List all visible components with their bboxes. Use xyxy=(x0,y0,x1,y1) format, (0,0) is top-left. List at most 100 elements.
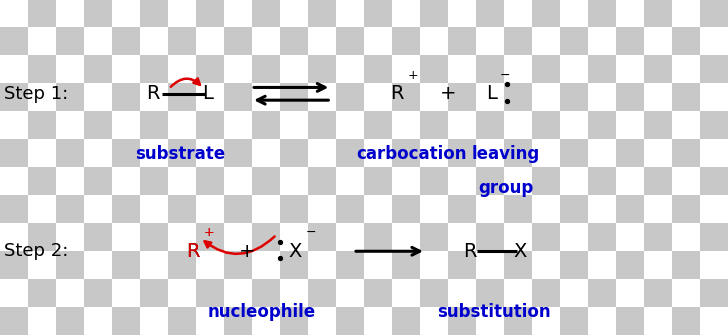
Bar xyxy=(560,55,588,83)
Bar xyxy=(280,83,308,111)
Bar xyxy=(644,27,672,55)
Bar xyxy=(336,139,364,167)
Bar xyxy=(504,83,532,111)
Bar xyxy=(280,0,308,27)
Bar xyxy=(308,111,336,139)
Bar xyxy=(560,139,588,167)
Bar xyxy=(588,167,616,195)
Bar xyxy=(0,223,28,251)
Bar xyxy=(644,83,672,111)
Bar xyxy=(308,0,336,27)
Bar xyxy=(672,307,700,335)
Bar xyxy=(504,0,532,27)
Bar xyxy=(336,251,364,279)
Bar xyxy=(84,83,112,111)
Bar xyxy=(588,139,616,167)
Bar xyxy=(140,251,168,279)
Bar xyxy=(672,83,700,111)
Bar xyxy=(364,307,392,335)
Bar xyxy=(700,307,728,335)
Bar xyxy=(420,307,448,335)
Bar xyxy=(644,251,672,279)
Bar xyxy=(0,83,28,111)
Bar xyxy=(56,167,84,195)
Bar xyxy=(448,139,476,167)
Bar xyxy=(560,111,588,139)
Bar xyxy=(252,139,280,167)
Bar xyxy=(140,139,168,167)
Bar xyxy=(448,167,476,195)
Text: +: + xyxy=(408,69,418,82)
Bar xyxy=(224,0,252,27)
Text: Step 1:: Step 1: xyxy=(4,85,68,103)
Bar xyxy=(420,251,448,279)
Bar xyxy=(616,139,644,167)
Text: −: − xyxy=(306,226,316,239)
Bar xyxy=(588,279,616,307)
Bar xyxy=(532,27,560,55)
Bar xyxy=(364,27,392,55)
Bar xyxy=(56,195,84,223)
Bar xyxy=(392,111,420,139)
Bar xyxy=(28,223,56,251)
Bar xyxy=(308,83,336,111)
Bar xyxy=(644,55,672,83)
Bar xyxy=(224,167,252,195)
Bar xyxy=(364,83,392,111)
Bar xyxy=(364,55,392,83)
Bar xyxy=(420,0,448,27)
Bar xyxy=(308,55,336,83)
Bar xyxy=(448,27,476,55)
Bar xyxy=(280,111,308,139)
Bar xyxy=(420,195,448,223)
Bar xyxy=(252,0,280,27)
Text: group: group xyxy=(478,179,534,197)
Text: X: X xyxy=(514,242,527,261)
Bar xyxy=(504,111,532,139)
Bar xyxy=(364,223,392,251)
Bar xyxy=(504,251,532,279)
Bar xyxy=(224,27,252,55)
Bar xyxy=(448,279,476,307)
Bar xyxy=(616,167,644,195)
Bar xyxy=(672,55,700,83)
Bar xyxy=(140,111,168,139)
Bar xyxy=(112,279,140,307)
Bar xyxy=(168,167,196,195)
Bar xyxy=(616,251,644,279)
Bar xyxy=(112,0,140,27)
Bar xyxy=(224,83,252,111)
Bar xyxy=(644,307,672,335)
Bar xyxy=(196,195,224,223)
Bar xyxy=(168,279,196,307)
Bar xyxy=(112,55,140,83)
Bar xyxy=(644,0,672,27)
Bar xyxy=(280,251,308,279)
Bar xyxy=(392,307,420,335)
Bar xyxy=(56,0,84,27)
Bar xyxy=(532,55,560,83)
Bar xyxy=(196,27,224,55)
Bar xyxy=(504,223,532,251)
Bar xyxy=(364,195,392,223)
Bar xyxy=(280,27,308,55)
Bar xyxy=(224,251,252,279)
Bar xyxy=(280,279,308,307)
FancyArrowPatch shape xyxy=(205,237,274,254)
Bar xyxy=(28,27,56,55)
Bar xyxy=(364,111,392,139)
Bar xyxy=(140,83,168,111)
Bar xyxy=(56,251,84,279)
Bar xyxy=(392,167,420,195)
Bar xyxy=(644,167,672,195)
Bar xyxy=(336,307,364,335)
Bar xyxy=(308,195,336,223)
Bar xyxy=(700,0,728,27)
Bar xyxy=(168,307,196,335)
Bar xyxy=(28,139,56,167)
Bar xyxy=(392,139,420,167)
Bar xyxy=(476,55,504,83)
Bar xyxy=(644,195,672,223)
Text: X: X xyxy=(288,242,301,261)
Bar xyxy=(448,55,476,83)
